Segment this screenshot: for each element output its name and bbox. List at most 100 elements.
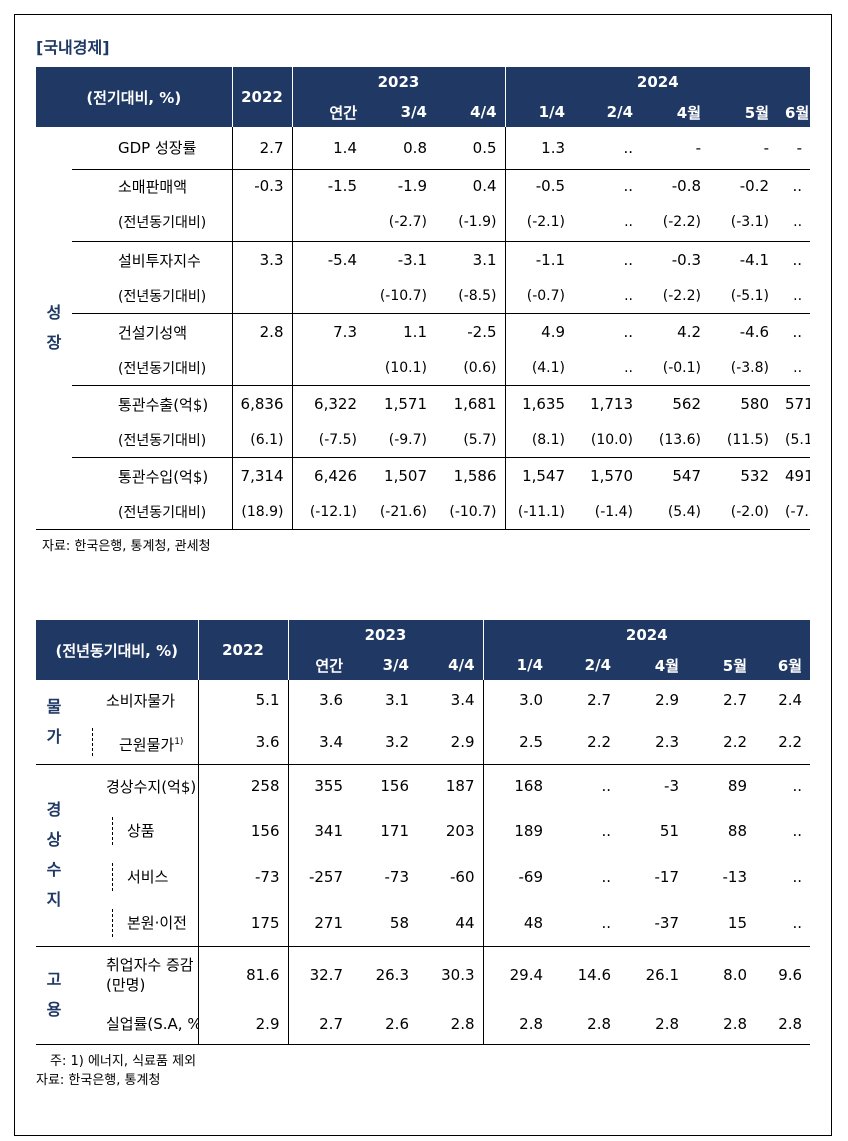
value-cell: (-21.6) [365,495,435,530]
value-cell: 168 [482,764,552,808]
source-2: 자료: 한국은행, 통계청 [36,1073,161,1088]
value-cell: (-0.1) [641,351,710,386]
value-cell: 271 [287,900,351,947]
value-cell: 1,571 [384,395,427,414]
value-cell: 2.8 [482,1004,552,1045]
value-cell: - [641,127,710,170]
value-cell: 1.1 [403,323,427,342]
value-cell: 2.7 [587,691,612,709]
value-cell: -4.1 [739,251,770,270]
group-char: 수 [46,860,62,879]
value-cell: (5.7) [435,423,506,458]
value-cell: 5.1 [197,680,288,720]
group-char: 가 [46,726,62,746]
value-cell: 30.3 [441,966,475,985]
row-label: 소매판매액 [118,177,188,196]
period-header: 5월 [687,650,756,680]
value-cell: 571 [785,395,810,414]
value-cell: 258 [197,764,288,808]
year-2024: 2024 [482,620,811,650]
group-char: 장 [46,332,62,352]
value-cell: 3.4 [287,720,351,765]
value-cell: (6.1) [231,423,292,458]
value-cell: .. [792,177,803,196]
value-cell: 3.1 [385,691,409,709]
value-cell: 2.9 [417,720,484,765]
value-cell: 341 [287,808,351,854]
value-cell: 1,713 [590,395,634,414]
row-label: 취업자수 증감 (만명) [72,946,198,1004]
page-frame [14,14,832,1136]
value-cell: 3.3 [231,241,292,279]
value-cell: 3.4 [450,691,475,709]
value-cell: 58 [351,900,417,947]
value-cell: -37 [619,900,688,947]
value-cell: 29.4 [482,946,552,1004]
group-char: 성 [46,302,62,322]
value-cell: .. [573,351,642,386]
row-label: 실업률(S.A, %) [72,1004,198,1045]
value-cell: 2.3 [619,720,688,765]
value-cell: 2.8 [687,1004,756,1045]
value-cell: (-1.9) [435,203,506,242]
value-cell: 32.7 [287,946,351,1004]
value-cell: - [709,127,778,170]
value-cell: (4.1) [504,351,574,386]
value-cell: 3.6 [287,680,351,720]
value-cell: 6,426 [291,457,365,495]
period-header: 4월 [619,650,688,680]
value-cell: 0.5 [435,127,506,170]
value-cell: (-2.0) [709,495,778,530]
row-label: 통관수출(억$) [118,395,209,414]
value-cell: (-2.7) [365,203,435,242]
value-cell: (10.0) [573,423,642,458]
value-cell: .. [623,177,634,196]
value-cell [231,203,292,242]
value-cell: (-2.2) [641,203,710,242]
row-label-text: 근원물가 [119,735,175,754]
value-cell: .. [792,868,803,886]
row-label: (전년동기대비) [72,279,232,314]
row-label: GDP 성장률 [72,127,232,170]
section-title: [국내경제] [36,38,110,57]
value-cell: 7.3 [291,313,365,351]
value-cell: 44 [417,900,484,947]
value-cell: -73 [384,868,410,886]
value-cell: .. [601,868,612,886]
price-bop-employment-table: (전년동기대비, %) 2022 2023 2024 연간 3/4 4/4 1/4 2/… [36,620,811,1045]
group-char: 상 [46,830,62,849]
value-cell: .. [601,822,612,840]
value-cell: 547 [672,467,702,486]
value-cell: 2.8 [619,1004,688,1045]
value-cell: (-7.5) [291,423,365,458]
group-char: 고 [46,970,62,989]
source-1: 자료: 한국은행, 통계청, 관세청 [42,539,211,554]
row-label: (전년동기대비) [72,203,232,242]
value-cell: 175 [197,900,288,947]
value-cell: 15 [687,900,756,947]
value-cell: (18.9) [231,495,292,530]
row-label: 경상수지(억$) [106,777,197,796]
value-cell: 2.2 [687,720,756,765]
value-cell: 2.8 [231,313,292,351]
value-cell: 1,547 [504,457,574,495]
value-cell: -0.3 [671,251,702,270]
value-cell [231,279,292,314]
value-cell: -0.8 [671,177,702,196]
value-cell: 26.1 [645,966,680,985]
year-2023: 2023 [287,620,484,650]
period-header: 4월 [641,97,710,127]
value-cell: 6,836 [231,385,292,423]
value-cell: 48 [482,900,552,947]
value-cell: -4.6 [739,323,770,342]
row-label: (전년동기대비) [72,351,232,386]
value-cell: -5.4 [291,241,365,279]
value-cell: .. [573,203,642,242]
value-cell: 1,681 [453,395,497,414]
value-cell: 8.0 [723,966,748,985]
value-cell: (-2.2) [641,279,710,314]
value-cell: 2.8 [417,1004,484,1045]
value-cell: .. [777,279,811,314]
value-cell: (-10.7) [365,279,435,314]
